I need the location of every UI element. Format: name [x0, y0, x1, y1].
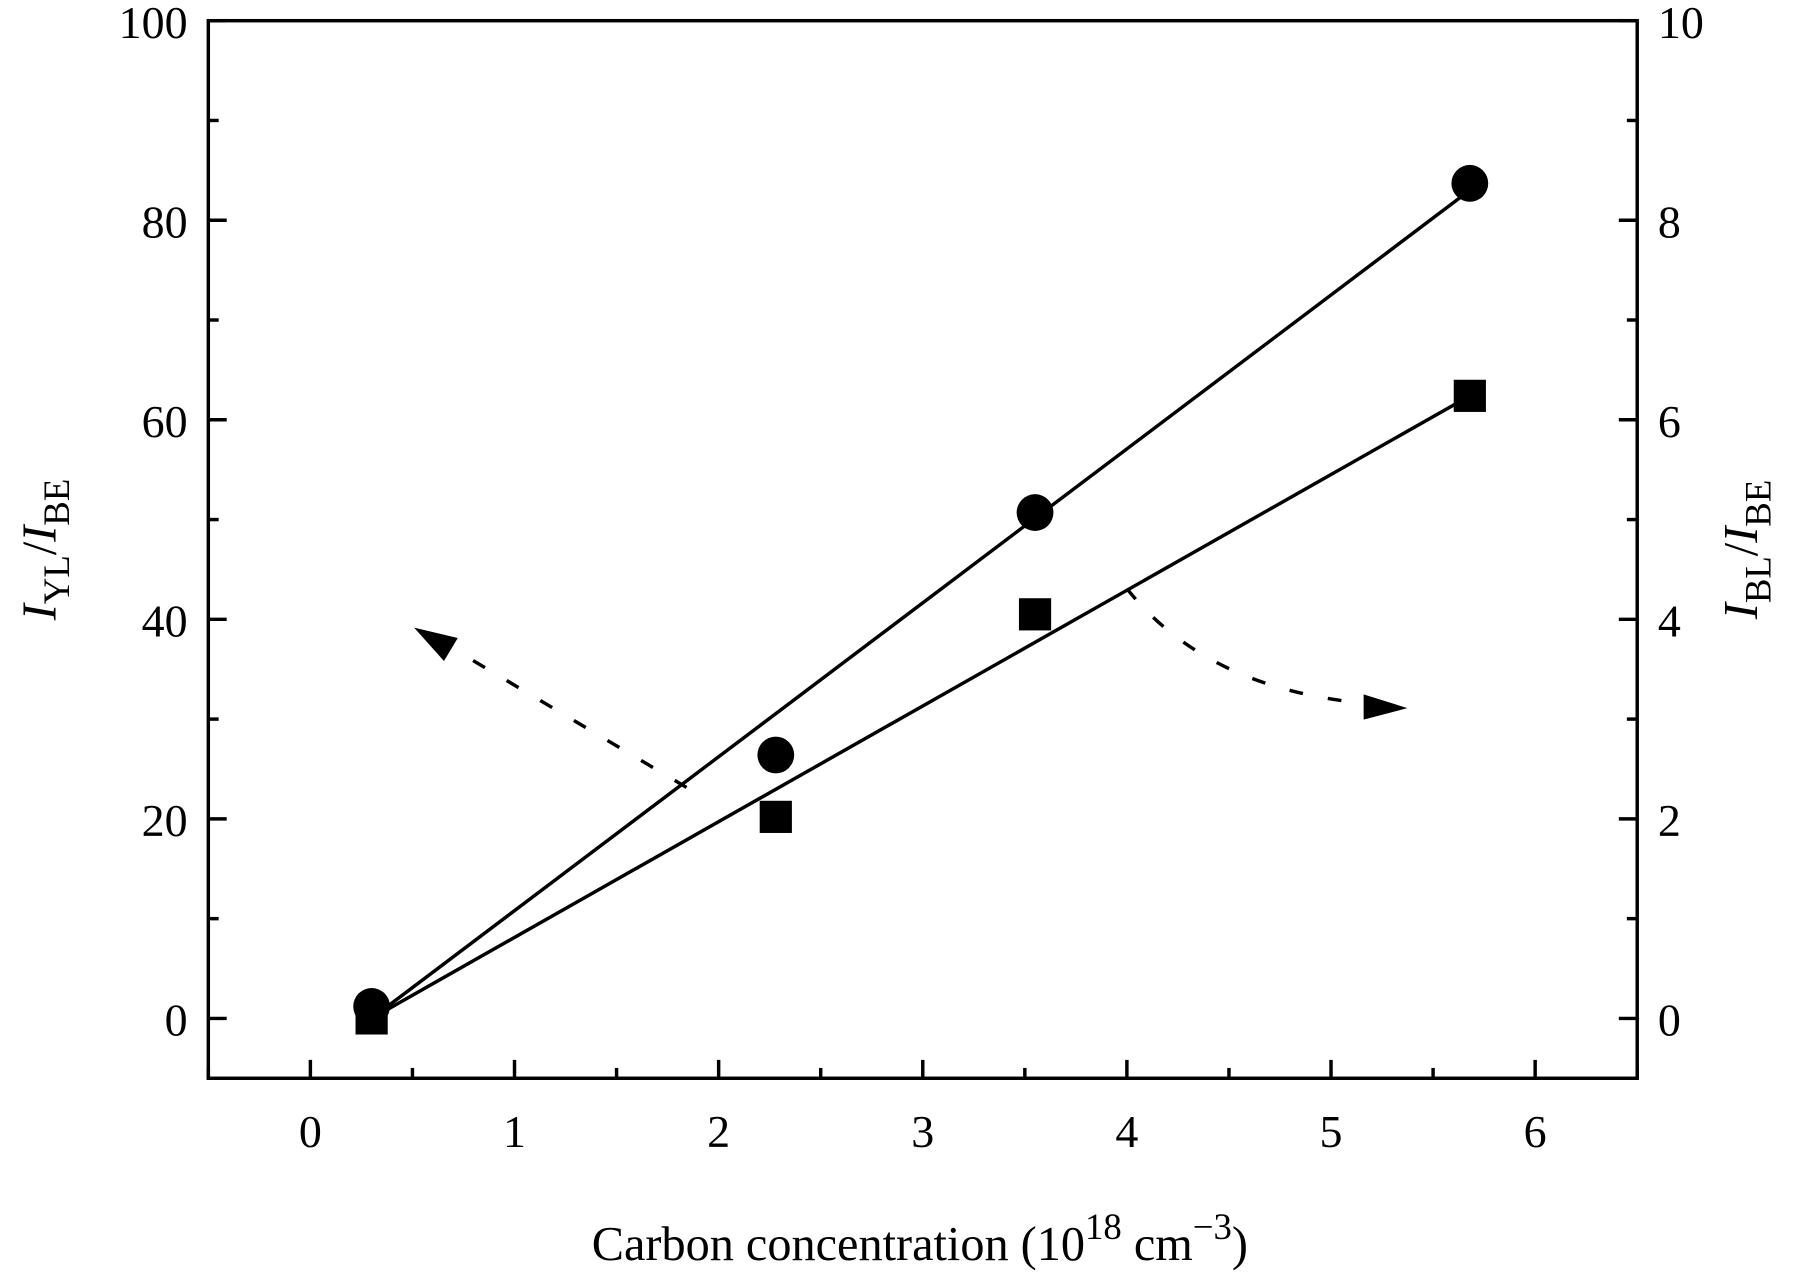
fit-line-circle [370, 188, 1471, 1020]
data-point-circle [757, 736, 795, 774]
y-left-tick-label: 100 [119, 0, 188, 48]
x-axis-label: Carbon concentration (1018 cm−3) [592, 1206, 1248, 1271]
y-axis-left-label: IYL/IBE [13, 479, 77, 622]
x-tick-label: 2 [707, 1106, 730, 1157]
y-right-tick-label: 8 [1658, 196, 1681, 247]
plot-frame [206, 18, 1639, 1081]
y-right-tick-label: 2 [1658, 795, 1681, 846]
data-point-square [759, 800, 792, 833]
y-left-tick-label: 0 [165, 995, 188, 1046]
fit-line-square [370, 394, 1471, 1020]
data-point-square [1018, 598, 1052, 631]
y-right-tick-label: 4 [1658, 596, 1681, 647]
y-axis-right-label: IBL/IBE [1715, 480, 1779, 621]
y-right-tick-label: 6 [1658, 396, 1681, 447]
x-tick-label: 6 [1524, 1106, 1547, 1157]
data-point-circle [1016, 494, 1054, 531]
x-tick-label: 0 [299, 1106, 322, 1157]
y-left-tick-label: 40 [142, 596, 188, 647]
arrow-to-right-axis [1125, 587, 1408, 720]
arrow-to-left-axis [414, 627, 688, 789]
y-left-tick-label: 20 [142, 795, 188, 846]
y-left-tick-label: 80 [142, 196, 188, 247]
y-left-tick-label: 60 [142, 396, 188, 447]
data-point-circle [1451, 164, 1489, 202]
x-tick-label: 5 [1320, 1106, 1343, 1157]
y-right-tick-label: 10 [1658, 0, 1704, 48]
data-point-square [355, 1002, 388, 1035]
x-tick-label: 1 [503, 1106, 526, 1157]
y-right-tick-label: 0 [1658, 995, 1681, 1046]
data-point-square [1453, 379, 1486, 412]
x-tick-label: 4 [1115, 1106, 1138, 1157]
x-tick-label: 3 [911, 1106, 934, 1157]
